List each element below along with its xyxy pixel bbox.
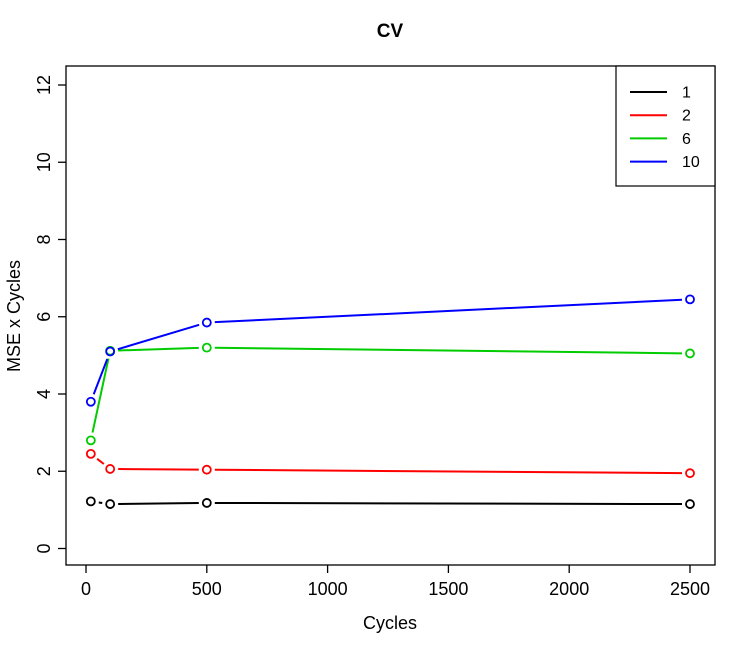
series-2-point — [201, 464, 212, 475]
legend-label-1: 1 — [682, 85, 691, 102]
series-6-segment — [214, 346, 683, 355]
series-6-segment — [118, 346, 199, 352]
x-tick-label: 1000 — [308, 579, 348, 599]
legend: 1 2 6 10 — [615, 65, 716, 187]
series-2-point — [105, 464, 116, 474]
series-1-point — [85, 496, 96, 507]
series-1-point — [105, 499, 116, 509]
series-10-segment — [117, 323, 200, 351]
series-10-point — [201, 317, 212, 328]
x-axis: 0 500 1000 1500 2000 2500 — [81, 565, 710, 599]
x-tick-label: 0 — [81, 579, 91, 599]
series-2-point — [685, 468, 695, 479]
series-1-point — [685, 499, 695, 509]
series-2-point — [85, 448, 96, 459]
x-tick-label: 2500 — [670, 579, 710, 599]
y-axis: 0 2 4 6 8 10 12 — [34, 75, 66, 554]
y-tick-label: 10 — [34, 152, 54, 172]
y-tick-label: 8 — [34, 234, 54, 244]
series-1-segment — [118, 502, 199, 505]
series-10-point — [105, 346, 116, 357]
series-10-point — [685, 294, 695, 305]
series-6-segment — [91, 358, 110, 433]
x-axis-label: Cycles — [363, 613, 417, 633]
x-tick-label: 1500 — [428, 579, 468, 599]
chart-title: CV — [377, 21, 404, 42]
series-10-point — [85, 396, 96, 407]
series-2-segment — [96, 457, 105, 465]
y-axis-label: MSE x Cycles — [4, 260, 24, 372]
legend-label-6: 6 — [682, 131, 691, 148]
series-2-segment — [214, 468, 683, 475]
legend-label-10: 10 — [682, 154, 700, 171]
y-tick-label: 4 — [34, 389, 54, 399]
legend-box — [615, 65, 716, 187]
series-6-point — [201, 342, 212, 353]
legend-label-2: 2 — [682, 108, 691, 125]
series-1-segment — [214, 501, 683, 506]
y-tick-label: 0 — [34, 543, 54, 553]
x-tick-label: 2000 — [549, 579, 589, 599]
y-tick-label: 12 — [34, 75, 54, 95]
data-series-layer — [85, 294, 695, 509]
series-10-segment — [214, 298, 683, 324]
series-6-point — [685, 348, 695, 359]
plot-box — [65, 65, 716, 566]
y-tick-label: 6 — [34, 312, 54, 322]
series-6-point — [85, 435, 96, 446]
series-10-segment — [92, 358, 109, 395]
series-2-segment — [118, 467, 199, 471]
x-tick-label: 500 — [192, 579, 222, 599]
y-tick-label: 2 — [34, 466, 54, 476]
series-1-point — [201, 498, 212, 508]
